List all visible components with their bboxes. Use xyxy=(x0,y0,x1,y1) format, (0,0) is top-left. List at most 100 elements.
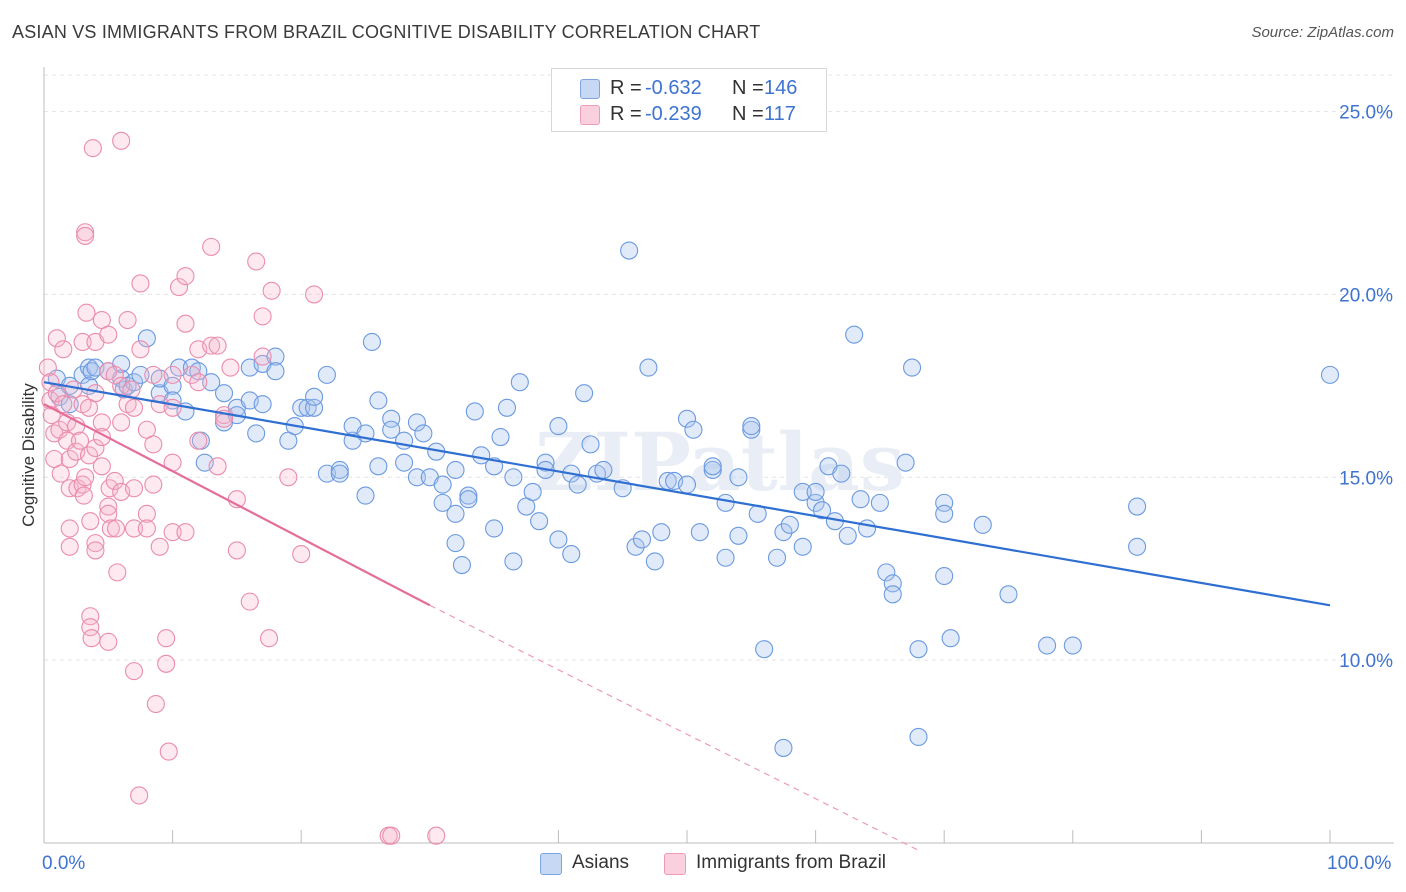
asian-point xyxy=(774,523,793,542)
asian-point xyxy=(857,519,877,538)
asian-point xyxy=(729,468,748,487)
asian-point xyxy=(382,409,401,428)
stats-legend-row-brazil: R = -0.239 N = 117 xyxy=(552,101,826,127)
asian-point xyxy=(620,241,639,260)
asian-point xyxy=(330,464,349,483)
brazil-point xyxy=(253,307,272,326)
asian-point xyxy=(491,428,510,447)
asian-point xyxy=(523,482,542,501)
brazil-point xyxy=(92,413,111,432)
asian-point xyxy=(562,545,581,564)
n-value: 117 xyxy=(764,103,796,125)
asian-point xyxy=(851,490,870,509)
asian-point xyxy=(999,585,1018,604)
asian-point xyxy=(137,329,156,348)
asian-point xyxy=(530,512,549,531)
asian-point xyxy=(883,574,902,593)
brazil-point xyxy=(176,267,195,286)
asian-point xyxy=(510,373,529,392)
asian-point xyxy=(935,504,954,523)
brazil-point xyxy=(76,226,95,245)
brazil-point xyxy=(279,468,298,487)
asian-point xyxy=(407,468,426,487)
brazil-point xyxy=(92,457,111,476)
brazil-point xyxy=(247,252,266,271)
asian-point xyxy=(645,552,664,571)
asian-point xyxy=(632,530,652,549)
y-tick-label: 15.0% xyxy=(1339,468,1393,489)
r-value: -0.632 xyxy=(645,77,702,99)
x-tick-label-max: 100.0% xyxy=(1327,853,1392,874)
brazil-point xyxy=(189,373,208,392)
asian-point xyxy=(935,566,954,586)
asian-point xyxy=(575,384,594,403)
asian-point xyxy=(845,325,864,344)
brazil-trend-line xyxy=(43,403,431,607)
brazil-point xyxy=(74,486,93,505)
asian-point xyxy=(1038,636,1057,655)
asian-point xyxy=(305,398,324,417)
legend-label-brazil: Immigrants from Brazil xyxy=(696,852,887,873)
asian-point xyxy=(298,398,317,417)
asian-point xyxy=(568,475,587,494)
brazil-point xyxy=(208,336,227,355)
brazil-point xyxy=(47,329,66,348)
n-label: N = xyxy=(732,77,764,99)
asian-point xyxy=(581,435,600,454)
brazil-point xyxy=(176,523,195,542)
asian-point xyxy=(253,395,272,414)
asian-point xyxy=(594,460,613,480)
brazil-point xyxy=(137,504,156,523)
brazil-point xyxy=(157,629,176,648)
asian-point xyxy=(247,424,266,443)
brazil-point xyxy=(227,541,246,560)
asian-point xyxy=(774,738,793,757)
asian-point xyxy=(407,413,426,432)
asian-point xyxy=(504,552,523,571)
asian-point xyxy=(369,391,388,410)
r-label: R = xyxy=(610,77,642,99)
asians-trend-line xyxy=(43,381,1331,607)
brazil-point xyxy=(99,504,118,523)
asian-point xyxy=(60,395,79,414)
brazil-point xyxy=(208,457,227,476)
asian-point xyxy=(497,398,517,417)
asian-point xyxy=(382,420,401,439)
asian-point xyxy=(202,373,221,392)
brazil-point xyxy=(86,541,105,560)
brazil-point xyxy=(51,464,70,483)
asian-point xyxy=(626,537,645,556)
asian-point xyxy=(433,493,452,512)
brazil-point xyxy=(70,431,90,450)
brazil-point xyxy=(79,446,99,465)
brazil-point xyxy=(99,632,118,651)
asian-point xyxy=(806,493,825,512)
r-label: R = xyxy=(610,103,642,125)
asian-point xyxy=(677,409,697,428)
brazil-point xyxy=(86,438,105,458)
brazil-point xyxy=(146,694,165,714)
asian-point xyxy=(935,493,954,512)
brazil-point xyxy=(163,523,182,542)
n-label: N = xyxy=(732,103,764,125)
brazil-point xyxy=(99,497,118,516)
chart-title: ASIAN VS IMMIGRANTS FROM BRAZIL COGNITIV… xyxy=(12,22,761,42)
brazil-legend-swatch xyxy=(664,853,686,875)
asian-point xyxy=(369,457,388,476)
asian-point xyxy=(1320,365,1340,384)
brazil-point xyxy=(99,325,118,344)
asian-point xyxy=(703,457,722,476)
brazil-point xyxy=(106,519,126,538)
asian-point xyxy=(1128,537,1147,556)
asian-point xyxy=(870,493,889,512)
asian-point xyxy=(433,475,452,494)
brazil-trend-extension xyxy=(429,604,919,851)
asian-point xyxy=(793,482,812,501)
asian-point xyxy=(266,362,285,381)
asian-point xyxy=(1128,497,1147,516)
brazil-point xyxy=(73,332,92,352)
brazil-point xyxy=(64,380,83,399)
asian-point xyxy=(452,556,472,575)
brazil-point xyxy=(221,358,240,377)
asian-point xyxy=(742,417,761,436)
